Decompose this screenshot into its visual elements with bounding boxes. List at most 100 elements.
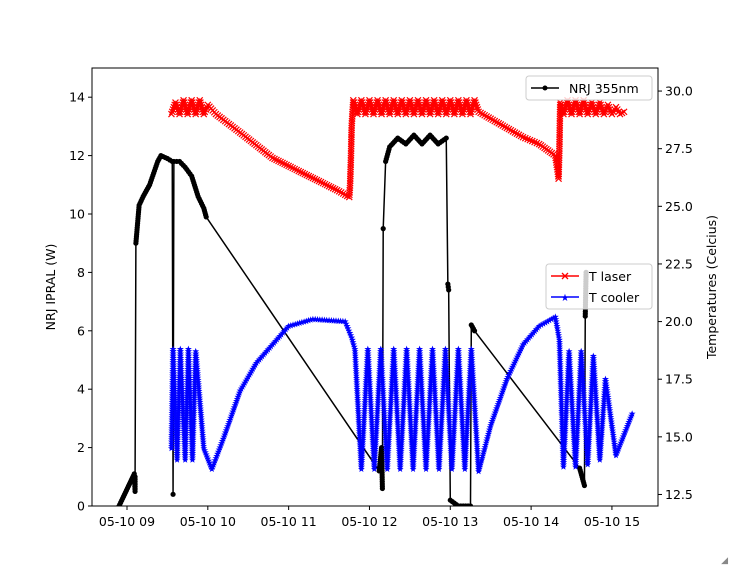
resize-grip-icon[interactable]: ◢	[721, 556, 728, 566]
data-point	[358, 465, 365, 472]
data-point	[168, 436, 175, 443]
data-point	[425, 412, 433, 419]
data-point	[412, 407, 420, 415]
data-point	[423, 441, 431, 448]
data-point	[436, 456, 443, 464]
data-point	[575, 392, 583, 399]
data-point	[554, 329, 562, 336]
data-point	[360, 412, 368, 419]
data-point	[358, 447, 366, 455]
data-point	[466, 376, 473, 384]
data-point	[385, 434, 393, 441]
data-point	[190, 396, 198, 404]
data-point	[362, 383, 370, 390]
data-point	[347, 331, 355, 339]
data-point	[375, 378, 383, 386]
data-point	[587, 394, 595, 402]
data-point	[438, 412, 446, 419]
data-point	[599, 418, 606, 425]
data-point	[414, 374, 422, 381]
data-point	[190, 405, 198, 412]
data-point	[452, 394, 460, 401]
data-point	[183, 409, 190, 417]
data-point	[399, 418, 407, 426]
data-point	[464, 412, 472, 419]
data-point	[375, 374, 383, 381]
data-point	[437, 434, 445, 441]
data-point	[439, 398, 446, 406]
data-point	[586, 418, 594, 426]
data-point	[189, 456, 196, 463]
y-tick-label: 17.5	[665, 372, 693, 387]
data-point	[190, 418, 197, 426]
data-point	[584, 460, 592, 468]
data-point	[175, 381, 183, 388]
data-point	[168, 416, 176, 423]
data-point	[190, 423, 197, 430]
data-point	[168, 409, 176, 416]
data-point	[175, 412, 182, 419]
data-point	[385, 432, 393, 439]
data-point	[375, 385, 382, 393]
data-point	[576, 383, 583, 390]
data-point	[572, 452, 580, 459]
data-point	[350, 341, 357, 348]
data-point	[575, 403, 582, 410]
data-point	[410, 447, 418, 455]
data-point	[400, 405, 407, 413]
data-point	[168, 402, 176, 410]
data-point	[581, 482, 588, 489]
data-point	[400, 387, 408, 395]
data-point	[400, 390, 408, 397]
data-point	[401, 378, 409, 386]
data-point	[360, 423, 368, 430]
data-point	[589, 103, 597, 111]
y-tick-label: 30.0	[665, 84, 693, 99]
data-point	[437, 430, 445, 437]
data-point	[411, 441, 418, 448]
data-point	[183, 396, 191, 404]
data-point	[169, 106, 177, 113]
data-point	[301, 170, 309, 178]
data-point	[412, 418, 419, 426]
data-point	[596, 99, 604, 107]
data-point	[422, 461, 430, 468]
data-point	[386, 410, 394, 417]
data-point	[587, 396, 595, 404]
data-point	[439, 387, 447, 395]
data-point	[372, 438, 380, 446]
data-point	[372, 434, 380, 441]
data-point	[397, 443, 405, 450]
data-point	[451, 416, 458, 424]
data-point	[435, 463, 443, 470]
data-point	[206, 459, 213, 466]
data-point	[269, 154, 276, 162]
data-point	[451, 414, 459, 421]
data-point	[190, 416, 198, 423]
data-point	[587, 405, 594, 413]
data-point	[387, 405, 394, 413]
data-point	[189, 449, 197, 457]
data-point	[463, 434, 470, 441]
data-point	[585, 434, 593, 441]
data-point	[398, 427, 406, 435]
data-point	[563, 394, 571, 401]
data-point	[449, 441, 457, 448]
data-point	[449, 456, 456, 464]
data-point	[371, 456, 379, 464]
data-point	[438, 416, 445, 424]
data-point	[182, 418, 190, 426]
data-point	[561, 427, 569, 435]
data-point	[413, 387, 421, 395]
data-point	[412, 410, 420, 417]
y-tick-label: 15.0	[665, 429, 693, 444]
y-tick-label: 6	[77, 323, 85, 338]
data-point	[371, 454, 379, 461]
data-point	[374, 392, 382, 399]
data-point	[361, 403, 369, 410]
data-point	[168, 433, 176, 441]
data-point	[383, 463, 391, 470]
data-point	[205, 457, 213, 464]
data-point	[287, 322, 295, 329]
data-point	[409, 465, 417, 472]
